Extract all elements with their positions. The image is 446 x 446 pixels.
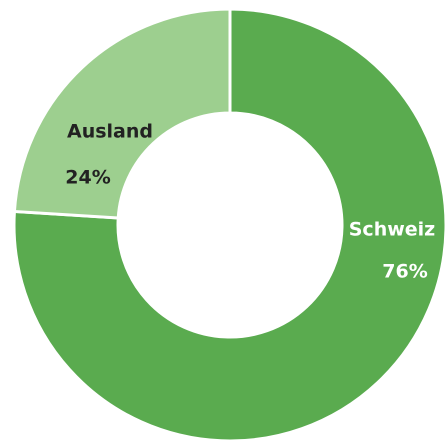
slice-label: Ausland xyxy=(67,121,153,143)
value-label: 76% xyxy=(382,261,427,283)
donut-slice xyxy=(12,7,446,443)
value-label: 24% xyxy=(65,167,110,189)
slice-label: Schweiz xyxy=(349,219,435,241)
donut-slice xyxy=(12,7,232,220)
